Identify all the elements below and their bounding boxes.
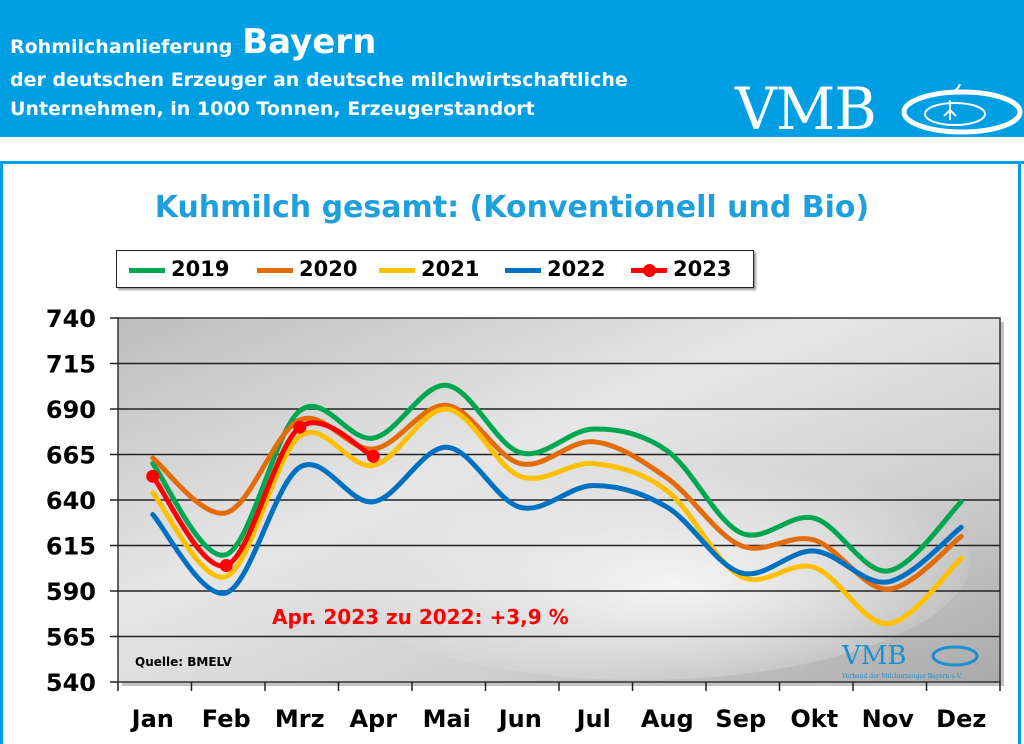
y-tick-label: 540 [46, 669, 96, 697]
source-label: Quelle: BMELV [135, 655, 233, 669]
subtitle-line-2: Unternehmen, in 1000 Tonnen, Erzeugersta… [10, 98, 535, 120]
y-tick-label: 690 [46, 396, 96, 424]
y-tick-label: 740 [46, 305, 96, 333]
x-tick-label: Nov [862, 705, 915, 733]
milk-drop-logo-icon [901, 83, 1023, 135]
legend-swatch [505, 268, 541, 273]
legend-swatch [129, 268, 165, 273]
legend-label: 2023 [673, 257, 732, 281]
legend-swatch [257, 268, 293, 273]
watermark-subtext: Verband der Milcherzeuger Bayern e.V. [841, 673, 962, 680]
x-tick-label: Mrz [275, 705, 325, 733]
x-tick-label: Apr [349, 705, 397, 733]
subtitle-line-1: der deutschen Erzeuger an deutsche milch… [10, 69, 628, 91]
watermark-drop-icon [931, 645, 979, 667]
data-point-2023 [146, 469, 160, 483]
x-tick-label: Okt [790, 705, 838, 733]
watermark-logo: VMB [841, 641, 907, 671]
y-tick-label: 615 [46, 533, 96, 561]
chart-frame [0, 164, 1021, 744]
x-tick-label: Sep [715, 705, 766, 733]
legend-label: 2020 [299, 257, 358, 281]
y-tick-label: 590 [46, 578, 96, 606]
x-tick-label: Feb [202, 705, 251, 733]
x-tick-label: Aug [641, 705, 694, 733]
legend-marker [643, 264, 656, 277]
data-point-2023 [219, 559, 233, 573]
x-tick-label: Jan [130, 705, 174, 733]
x-tick-label: Jul [575, 705, 611, 733]
y-tick-label: 640 [46, 487, 96, 515]
y-tick-label: 715 [46, 351, 96, 379]
divider-line [0, 161, 1024, 164]
y-tick-label: 665 [46, 442, 96, 470]
header-banner: Rohmilchanlieferung Bayern der deutschen … [0, 0, 1024, 143]
series-line-2023 [150, 420, 376, 569]
data-point-2023 [293, 420, 307, 434]
series-line-2022 [150, 444, 964, 596]
legend-label: 2021 [421, 257, 480, 281]
header-subtitle: der deutschen Erzeuger an deutsche milch… [10, 66, 628, 124]
vmb-logo: VMB [735, 75, 877, 143]
title-prefix: Rohmilchanlieferung [10, 36, 233, 58]
data-point-2023 [366, 449, 380, 463]
title-region: Bayern [242, 22, 377, 62]
x-tick-label: Jun [497, 705, 542, 733]
x-tick-label: Dez [936, 705, 986, 733]
x-tick-label: Mai [423, 705, 471, 733]
series-line-2019 [150, 382, 964, 574]
header-title: Rohmilchanlieferung Bayern [10, 22, 376, 62]
legend-label: 2019 [171, 257, 230, 281]
legend: 2019 2020 2021 2022 2023 [116, 250, 754, 288]
series-line-2020 [150, 402, 964, 592]
legend-swatch [379, 268, 415, 273]
legend-label: 2022 [547, 257, 606, 281]
series-line-2021 [150, 406, 964, 627]
chart-title: Kuhmilch gesamt: (Konventionell und Bio) [154, 190, 870, 225]
y-tick-label: 565 [46, 624, 96, 652]
annotation-label: Apr. 2023 zu 2022: +3,9 % [272, 605, 569, 629]
